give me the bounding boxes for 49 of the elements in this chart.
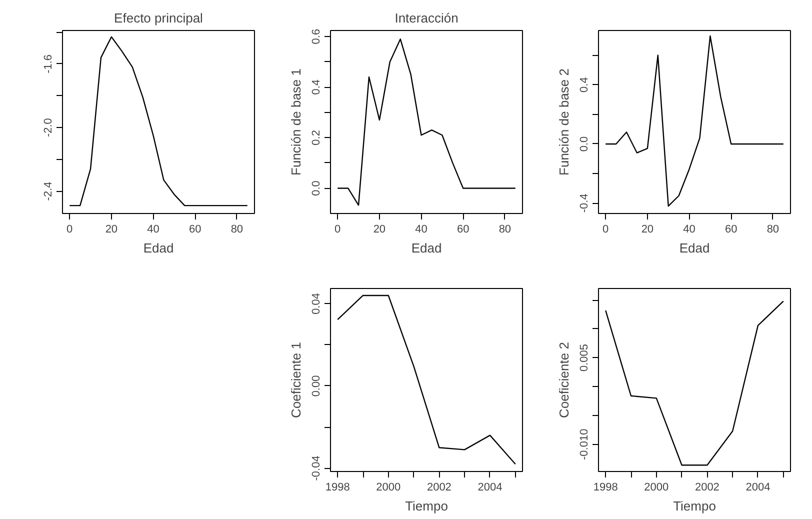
y-tick-label: 0.0 xyxy=(578,136,590,152)
x-tick-label: 0 xyxy=(334,224,341,236)
chart-title: Interacción xyxy=(394,10,458,26)
x-tick-label: 2000 xyxy=(644,482,669,494)
y-axis-title: Coeficiente 1 xyxy=(288,342,304,418)
x-tick-label: 40 xyxy=(147,224,160,236)
x-tick-label: 2000 xyxy=(376,482,401,494)
x-tick-label: 2002 xyxy=(426,482,452,494)
y-tick-label: -0.4 xyxy=(578,194,590,213)
x-tick-label: 1998 xyxy=(593,482,618,494)
y-axis-title: Coeficiente 2 xyxy=(556,342,572,418)
y-tick-label: 0.4 xyxy=(310,79,322,95)
y-tick-label: 0.00 xyxy=(310,375,322,397)
x-tick-label: 20 xyxy=(641,224,654,236)
x-tick-label: 2004 xyxy=(478,482,502,494)
y-tick-label: -2.4 xyxy=(42,182,54,201)
y-tick-label: -1.6 xyxy=(42,54,54,74)
x-axis-title: Edad xyxy=(411,240,442,256)
y-tick-label: 0.6 xyxy=(310,28,322,44)
y-axis-title: Función de base 1 xyxy=(288,68,304,176)
x-tick-label: 80 xyxy=(230,224,244,236)
y-tick-label: -0.04 xyxy=(310,456,322,481)
y-axis-title: Función de base 2 xyxy=(556,68,572,176)
x-axis-title: Edad xyxy=(679,240,710,256)
x-tick-label: 80 xyxy=(766,224,780,236)
y-tick-label: 0.005 xyxy=(578,344,590,372)
x-tick-label: 80 xyxy=(498,224,512,236)
x-tick-label: 2002 xyxy=(694,482,720,494)
y-tick-label: 0.04 xyxy=(310,293,322,314)
x-tick-label: 40 xyxy=(683,224,696,236)
x-axis-title: Tiempo xyxy=(405,498,448,514)
x-tick-label: 40 xyxy=(415,224,428,236)
x-tick-label: 60 xyxy=(456,224,470,236)
y-tick-label: -2.0 xyxy=(42,118,54,138)
y-tick-label: -0.010 xyxy=(578,428,590,460)
y-tick-label: 0.4 xyxy=(578,77,590,92)
y-tick-label: 0.0 xyxy=(310,180,322,196)
x-tick-label: 0 xyxy=(66,224,73,236)
x-tick-label: 20 xyxy=(373,224,386,236)
x-axis-title: Edad xyxy=(143,240,174,256)
x-tick-label: 1998 xyxy=(325,482,350,494)
x-axis-title: Tiempo xyxy=(673,498,716,514)
chart-title: Efecto principal xyxy=(114,10,204,26)
x-tick-label: 0 xyxy=(602,224,609,236)
x-tick-label: 2004 xyxy=(746,482,770,494)
x-tick-label: 60 xyxy=(724,224,738,236)
x-tick-label: 60 xyxy=(188,224,202,236)
x-tick-label: 20 xyxy=(105,224,118,236)
y-tick-label: 0.2 xyxy=(310,130,322,146)
